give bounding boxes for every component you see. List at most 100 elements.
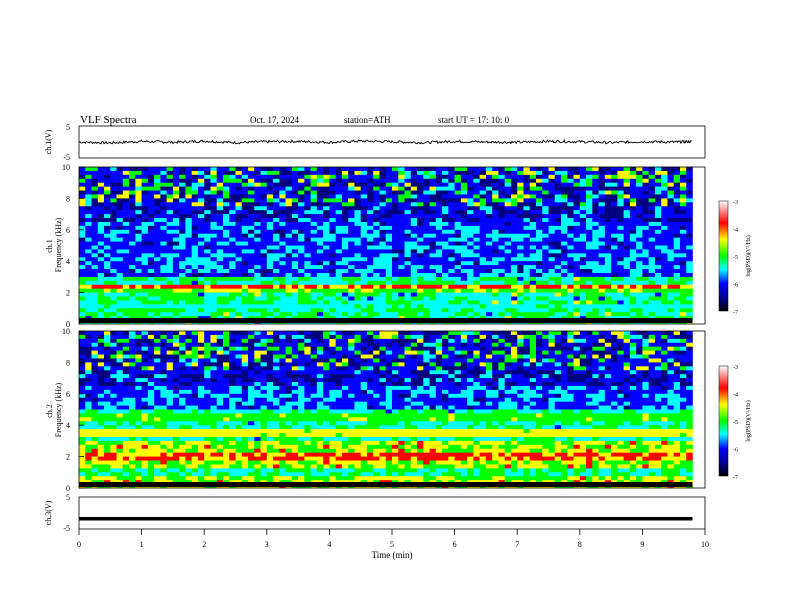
spectrogram-cell [548, 257, 556, 262]
spectrogram-cell [273, 174, 280, 180]
spectrogram-cell [197, 308, 205, 313]
spectrogram-cell [147, 237, 155, 242]
spectrogram-cell [542, 304, 549, 309]
spectrogram-cell [110, 304, 117, 309]
spectrogram-cell [91, 354, 99, 359]
spectrogram-cell [285, 210, 293, 215]
spectrogram-cell [661, 300, 668, 305]
spectrogram-cell [373, 214, 380, 219]
spectrogram-cell [204, 206, 211, 211]
spectrogram-cell [279, 241, 286, 246]
spectrogram-cell [329, 304, 336, 309]
spectrogram-cell [323, 272, 330, 278]
spectrogram-cell [116, 190, 124, 195]
spectrogram-cell [636, 245, 643, 250]
spectrogram-cell [304, 218, 311, 223]
spectrogram-cell [316, 362, 324, 367]
spectrogram-cell [379, 288, 387, 293]
spectrogram-cell [423, 265, 430, 270]
spectrogram-cell [354, 292, 361, 297]
spectrogram-cell [316, 300, 324, 305]
spectrogram-cell [85, 362, 92, 367]
spectrogram-cell [260, 354, 268, 359]
spectrogram-cell [166, 225, 174, 231]
spectrogram-cell [435, 218, 443, 223]
spectrogram-cell [122, 170, 130, 176]
spectrogram-cell [454, 312, 462, 317]
spectrogram-cell [79, 167, 86, 172]
spectrogram-cell [385, 350, 393, 355]
spectrogram-cell [385, 194, 393, 199]
spectrogram-cell [467, 280, 474, 286]
spectrogram-cell [636, 342, 643, 347]
spectrogram-cell [179, 308, 186, 313]
spectrogram-cell [354, 218, 361, 223]
spectrogram-cell [135, 190, 142, 195]
spectrogram-cell [517, 288, 524, 293]
spectrogram-cell [335, 358, 343, 363]
spectrogram-cell [310, 354, 318, 359]
spectrogram-cell [598, 265, 606, 270]
spectrogram-cell [485, 174, 493, 180]
spectrogram-cell [254, 261, 261, 266]
spectrogram-cell [573, 288, 581, 293]
spectrogram-cell [298, 358, 305, 363]
spectrogram-cell [348, 225, 355, 231]
spectrogram-cell [316, 358, 324, 363]
spectrogram-cell [341, 167, 349, 172]
spectrogram-cell [291, 342, 299, 347]
spectrogram-cell [341, 304, 349, 309]
spectrogram-cell [629, 354, 637, 359]
spectrogram-cell [204, 202, 211, 207]
spectrogram-cell [204, 354, 211, 359]
spectrogram-cell [423, 331, 430, 336]
spectrogram-cell [417, 296, 424, 301]
spectrogram-cell [648, 292, 656, 297]
spectrogram-cell [542, 362, 549, 367]
spectrogram-cell [554, 292, 562, 297]
spectrogram-cell [498, 354, 505, 359]
spectrogram-cell [185, 334, 192, 340]
spectrogram-cell [141, 342, 149, 347]
spectrogram-cell [179, 358, 186, 363]
spectrogram-cell [611, 288, 618, 293]
spectrogram-cell [304, 221, 311, 227]
spectrogram-cell [97, 284, 105, 289]
spectrogram-cell [154, 233, 161, 238]
spectrogram-cell [529, 194, 537, 199]
spectrogram-cell [642, 182, 649, 187]
spectrogram-cell [385, 218, 393, 223]
spectrogram-cell [617, 167, 624, 172]
spectrogram-cell [417, 280, 424, 286]
spectrogram-cell [273, 182, 280, 187]
spectrogram-cell [191, 280, 199, 286]
spectrogram-cell [529, 350, 537, 355]
spectrogram-cell [79, 354, 86, 359]
spectrogram-cell [329, 366, 336, 371]
ch1-spectrogram-frame [78, 166, 706, 325]
spectrogram-cell [448, 194, 455, 199]
spectrogram-cell [122, 304, 130, 309]
spectrogram-cell [348, 296, 355, 301]
spectrogram-cell [510, 338, 518, 344]
spectrogram-cell [398, 334, 405, 340]
spectrogram-cell [79, 218, 86, 223]
spectrogram-cell [260, 272, 268, 278]
spectrogram-cell [417, 198, 424, 203]
spectrogram-cell [298, 334, 305, 340]
spectrogram-cell [442, 276, 449, 282]
spectrogram-cell [479, 214, 487, 219]
spectrogram-cell [229, 170, 236, 176]
spectrogram-cell [467, 354, 474, 359]
spectrogram-cell [673, 221, 681, 227]
spectrogram-cell [404, 257, 412, 262]
spectrogram-cell [398, 170, 405, 176]
spectrogram-cell [248, 300, 255, 305]
spectrogram-cell [147, 370, 155, 375]
spectrogram-cell [116, 202, 124, 207]
spectrogram-cell [166, 257, 174, 262]
spectrogram-cell [266, 167, 274, 172]
spectrogram-cell [172, 261, 180, 266]
spectrogram-cell [667, 358, 674, 363]
spectrogram-cell [398, 190, 405, 195]
